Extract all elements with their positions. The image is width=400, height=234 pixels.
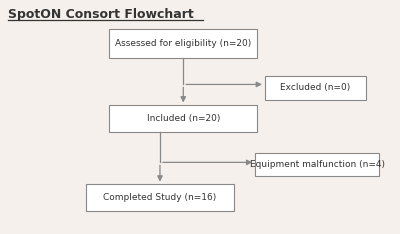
FancyBboxPatch shape bbox=[86, 184, 234, 211]
FancyBboxPatch shape bbox=[265, 76, 366, 99]
Text: Included (n=20): Included (n=20) bbox=[146, 114, 220, 123]
Text: Completed Study (n=16): Completed Study (n=16) bbox=[103, 193, 216, 202]
Text: SpotON Consort Flowchart: SpotON Consort Flowchart bbox=[8, 8, 194, 21]
Text: Equipment malfunction (n=4): Equipment malfunction (n=4) bbox=[250, 160, 385, 169]
FancyBboxPatch shape bbox=[110, 29, 257, 58]
FancyBboxPatch shape bbox=[110, 105, 257, 132]
Text: Assessed for eligibility (n=20): Assessed for eligibility (n=20) bbox=[115, 39, 251, 48]
Text: Excluded (n=0): Excluded (n=0) bbox=[280, 84, 350, 92]
FancyBboxPatch shape bbox=[255, 153, 380, 176]
